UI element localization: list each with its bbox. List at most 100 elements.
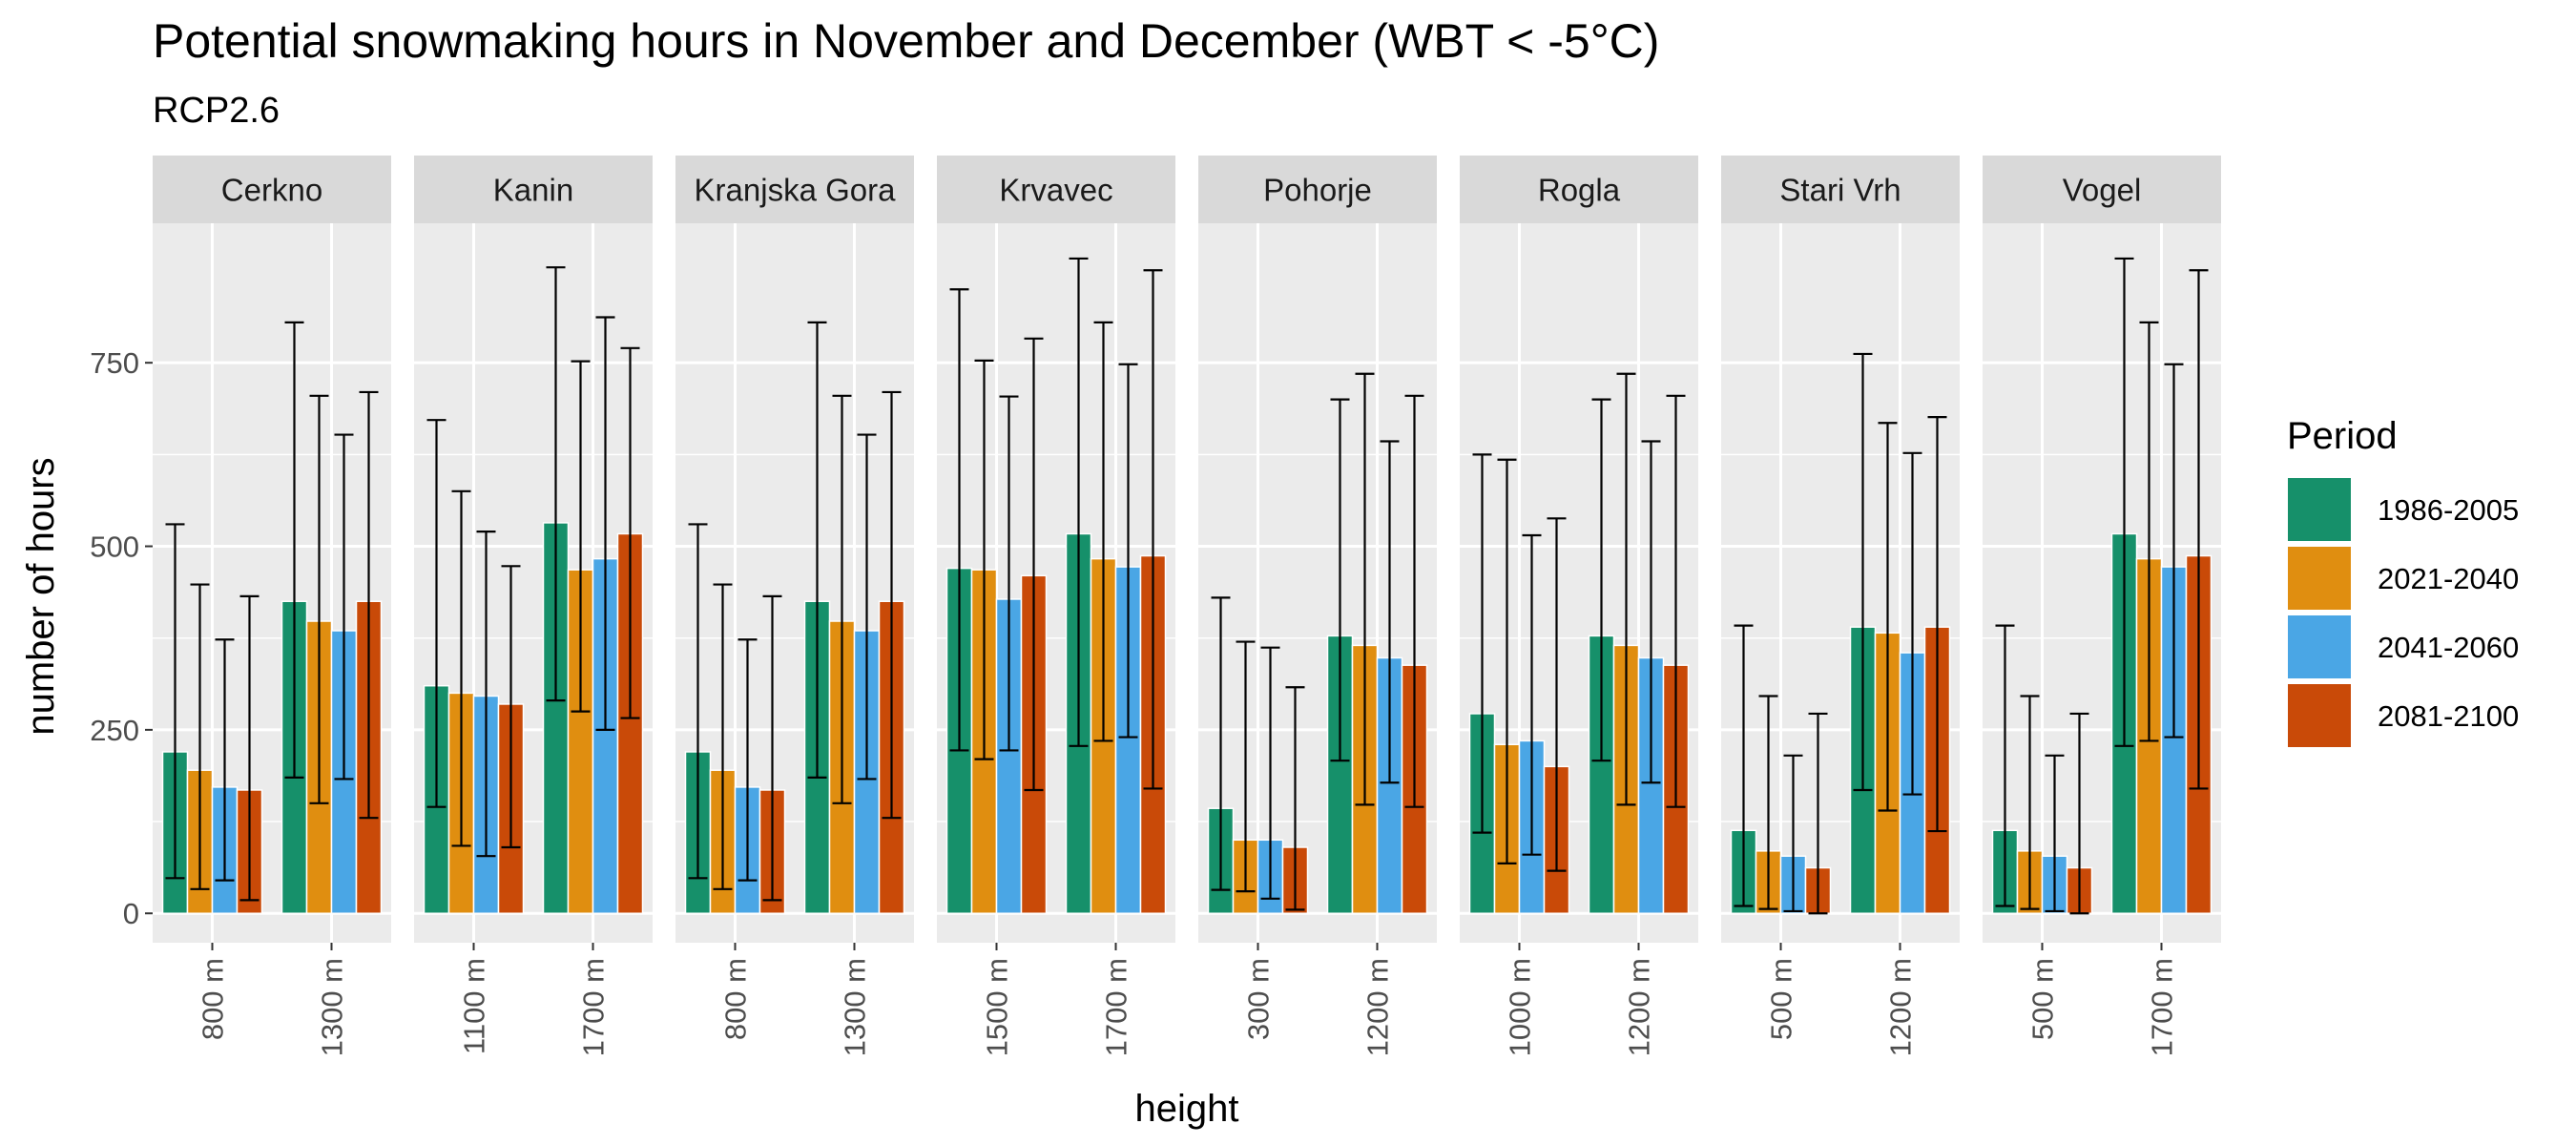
error-bar <box>1118 363 1138 739</box>
facet-strip <box>1460 156 1698 223</box>
facet-panel: Pohorje 300 m 1200 m <box>1198 156 1437 1056</box>
error-bar <box>1069 257 1089 747</box>
x-tick-label: 1300 m <box>316 958 349 1056</box>
error-bar <box>2114 257 2134 747</box>
facet-strip <box>414 156 653 223</box>
error-bar <box>334 433 354 781</box>
error-bar <box>1878 422 1898 812</box>
error-bar <box>1024 337 1044 792</box>
y-tick-label: 0 <box>123 897 139 930</box>
error-bar <box>1093 321 1113 742</box>
error-bar <box>1853 352 1873 792</box>
facet-panel: Krvavec 1500 m 1700 m <box>937 156 1175 1056</box>
facet-strip <box>937 156 1175 223</box>
legend-key <box>2286 545 2353 612</box>
facet-panel: Kranjska Gora 800 m 1300 m <box>675 156 914 1056</box>
facet-label: Rogla <box>1538 173 1621 208</box>
error-bar <box>1380 440 1400 784</box>
facet-panel: Cerkno 800 m 1300 m <box>153 156 391 1056</box>
error-bar <box>2045 754 2065 913</box>
error-bar <box>1641 440 1661 784</box>
x-tick-label: 800 m <box>719 958 753 1040</box>
error-bar <box>762 594 782 902</box>
legend-key <box>2286 476 2353 543</box>
error-bar <box>1758 695 1778 910</box>
y-axis-title: number of hours <box>20 457 62 735</box>
x-axis-title: height <box>1135 1088 1239 1130</box>
error-bar <box>1591 398 1611 762</box>
x-tick-label: 1200 m <box>1361 958 1395 1056</box>
error-bar <box>1211 596 1231 891</box>
error-bar <box>1497 458 1517 865</box>
error-bar <box>1236 640 1256 893</box>
error-bar <box>1734 624 1754 907</box>
error-bar <box>2164 363 2184 739</box>
legend-label: 2041-2060 <box>2378 631 2519 664</box>
legend-title: Period <box>2287 415 2398 457</box>
error-bar <box>426 419 447 808</box>
chart-subtitle: RCP2.6 <box>153 91 280 131</box>
error-bar <box>215 638 235 882</box>
legend: Period 1986-2005 2021-2040 2041-2060 2081-2… <box>2286 415 2519 749</box>
error-bar <box>688 523 708 880</box>
x-tick-label: 800 m <box>197 958 230 1040</box>
error-bar <box>1404 394 1424 808</box>
error-bar <box>1666 394 1686 808</box>
error-bar <box>165 523 185 880</box>
legend-key <box>2286 614 2353 680</box>
facet-panel: Kanin 1100 m 1700 m <box>414 156 653 1056</box>
error-bar <box>1902 451 1922 796</box>
facet-label: Krvavec <box>999 173 1112 208</box>
facet-strip <box>1198 156 1437 223</box>
error-bar <box>1927 416 1947 833</box>
error-bar <box>1995 624 2015 907</box>
error-bar <box>1285 686 1305 911</box>
error-bar <box>2020 695 2040 910</box>
error-bar <box>620 346 640 719</box>
x-tick-label: 1700 m <box>1100 958 1133 1056</box>
error-bar <box>832 394 852 804</box>
error-bar <box>2069 712 2089 915</box>
error-bar <box>1547 517 1567 872</box>
error-bar <box>2189 269 2209 790</box>
error-bar <box>882 390 902 820</box>
legend-label: 2021-2040 <box>2378 562 2519 595</box>
x-tick-label: 1700 m <box>2146 958 2179 1056</box>
x-tick-label: 1200 m <box>1623 958 1656 1056</box>
y-tick-label: 250 <box>90 714 139 747</box>
x-tick-label: 500 m <box>1765 958 1798 1040</box>
facet-label: Vogel <box>2063 173 2142 208</box>
error-bar <box>1616 372 1636 806</box>
facet-label: Cerkno <box>221 173 322 208</box>
x-tick-label: 1700 m <box>577 958 611 1056</box>
x-tick-label: 1500 m <box>981 958 1014 1056</box>
error-bar <box>190 583 210 890</box>
error-bar <box>501 565 521 849</box>
facet-strip <box>675 156 914 223</box>
facet-panel: Rogla 1000 m 1200 m <box>1460 156 1698 1056</box>
legend-key <box>2286 682 2353 749</box>
y-tick-label: 500 <box>90 531 139 564</box>
error-bar <box>476 531 496 858</box>
y-tick-label: 750 <box>90 346 139 380</box>
facet-panel: Vogel 500 m 1700 m <box>1983 156 2221 1056</box>
error-bar <box>309 394 329 804</box>
y-axis: 0 250 500 750 <box>90 346 153 930</box>
error-bar <box>857 433 877 781</box>
x-tick-label: 300 m <box>1242 958 1276 1040</box>
error-bar <box>239 594 260 902</box>
error-bar <box>949 288 969 752</box>
x-tick-label: 1300 m <box>839 958 872 1056</box>
error-bar <box>451 489 471 847</box>
facet-panels: Cerkno 800 m 1300 m Kanin 1100 m 1700 m Kranjs… <box>153 156 2221 1056</box>
error-bar <box>1522 533 1542 856</box>
error-bar <box>1330 398 1350 762</box>
facet-label: Kranjska Gora <box>695 173 897 208</box>
error-bar <box>284 321 304 779</box>
facet-label: Kanin <box>493 173 573 208</box>
facet-strip <box>153 156 391 223</box>
chart-title: Potential snowmaking hours in November a… <box>153 14 1659 68</box>
error-bar <box>2139 321 2159 742</box>
legend-label: 2081-2100 <box>2378 699 2519 733</box>
x-tick-label: 1100 m <box>458 958 491 1054</box>
